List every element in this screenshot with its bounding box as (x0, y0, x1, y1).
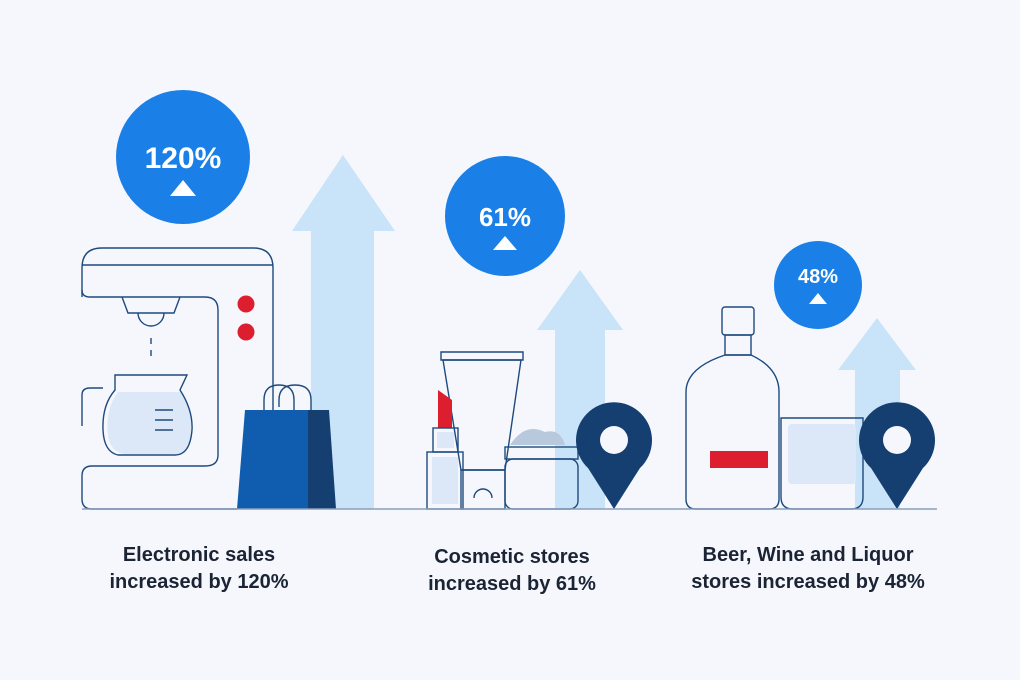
shopping-bag-icon (237, 384, 336, 509)
glass-icon (780, 417, 864, 510)
badge-value: 120% (145, 142, 222, 175)
indicator-dot (237, 323, 255, 341)
percent-badge-2: 61% (445, 156, 565, 276)
coffee-maker-icon (81, 247, 274, 510)
caption-line: increased by 61% (428, 573, 596, 595)
caption-line: Cosmetic stores (434, 546, 590, 568)
liquor-bottle-icon (685, 306, 780, 510)
indicator-dot (237, 295, 255, 313)
caption-line: stores increased by 48% (691, 571, 925, 593)
caption-cosmetic: Cosmetic stores increased by 61% (362, 544, 662, 598)
percent-badge-1: 120% (116, 90, 250, 224)
badge-value: 61% (479, 202, 531, 232)
caption-line: Electronic sales (122, 544, 276, 566)
caption-liquor: Beer, Wine and Liquor stores increased b… (658, 542, 958, 596)
location-pin-icon (859, 402, 935, 509)
cosmetics-icon (426, 351, 579, 510)
caption-line: Beer, Wine and Liquor (702, 544, 914, 566)
caption-electronic: Electronic sales increased by 120% (49, 542, 349, 596)
location-pin-icon (576, 402, 652, 509)
caption-line: increased by 120% (109, 571, 289, 593)
up-triangle-icon (493, 236, 517, 250)
bottle-label (710, 451, 768, 468)
up-triangle-icon (809, 293, 827, 304)
up-triangle-icon (170, 180, 196, 196)
percent-badge-3: 48% (774, 241, 862, 329)
badge-value: 48% (798, 266, 838, 288)
